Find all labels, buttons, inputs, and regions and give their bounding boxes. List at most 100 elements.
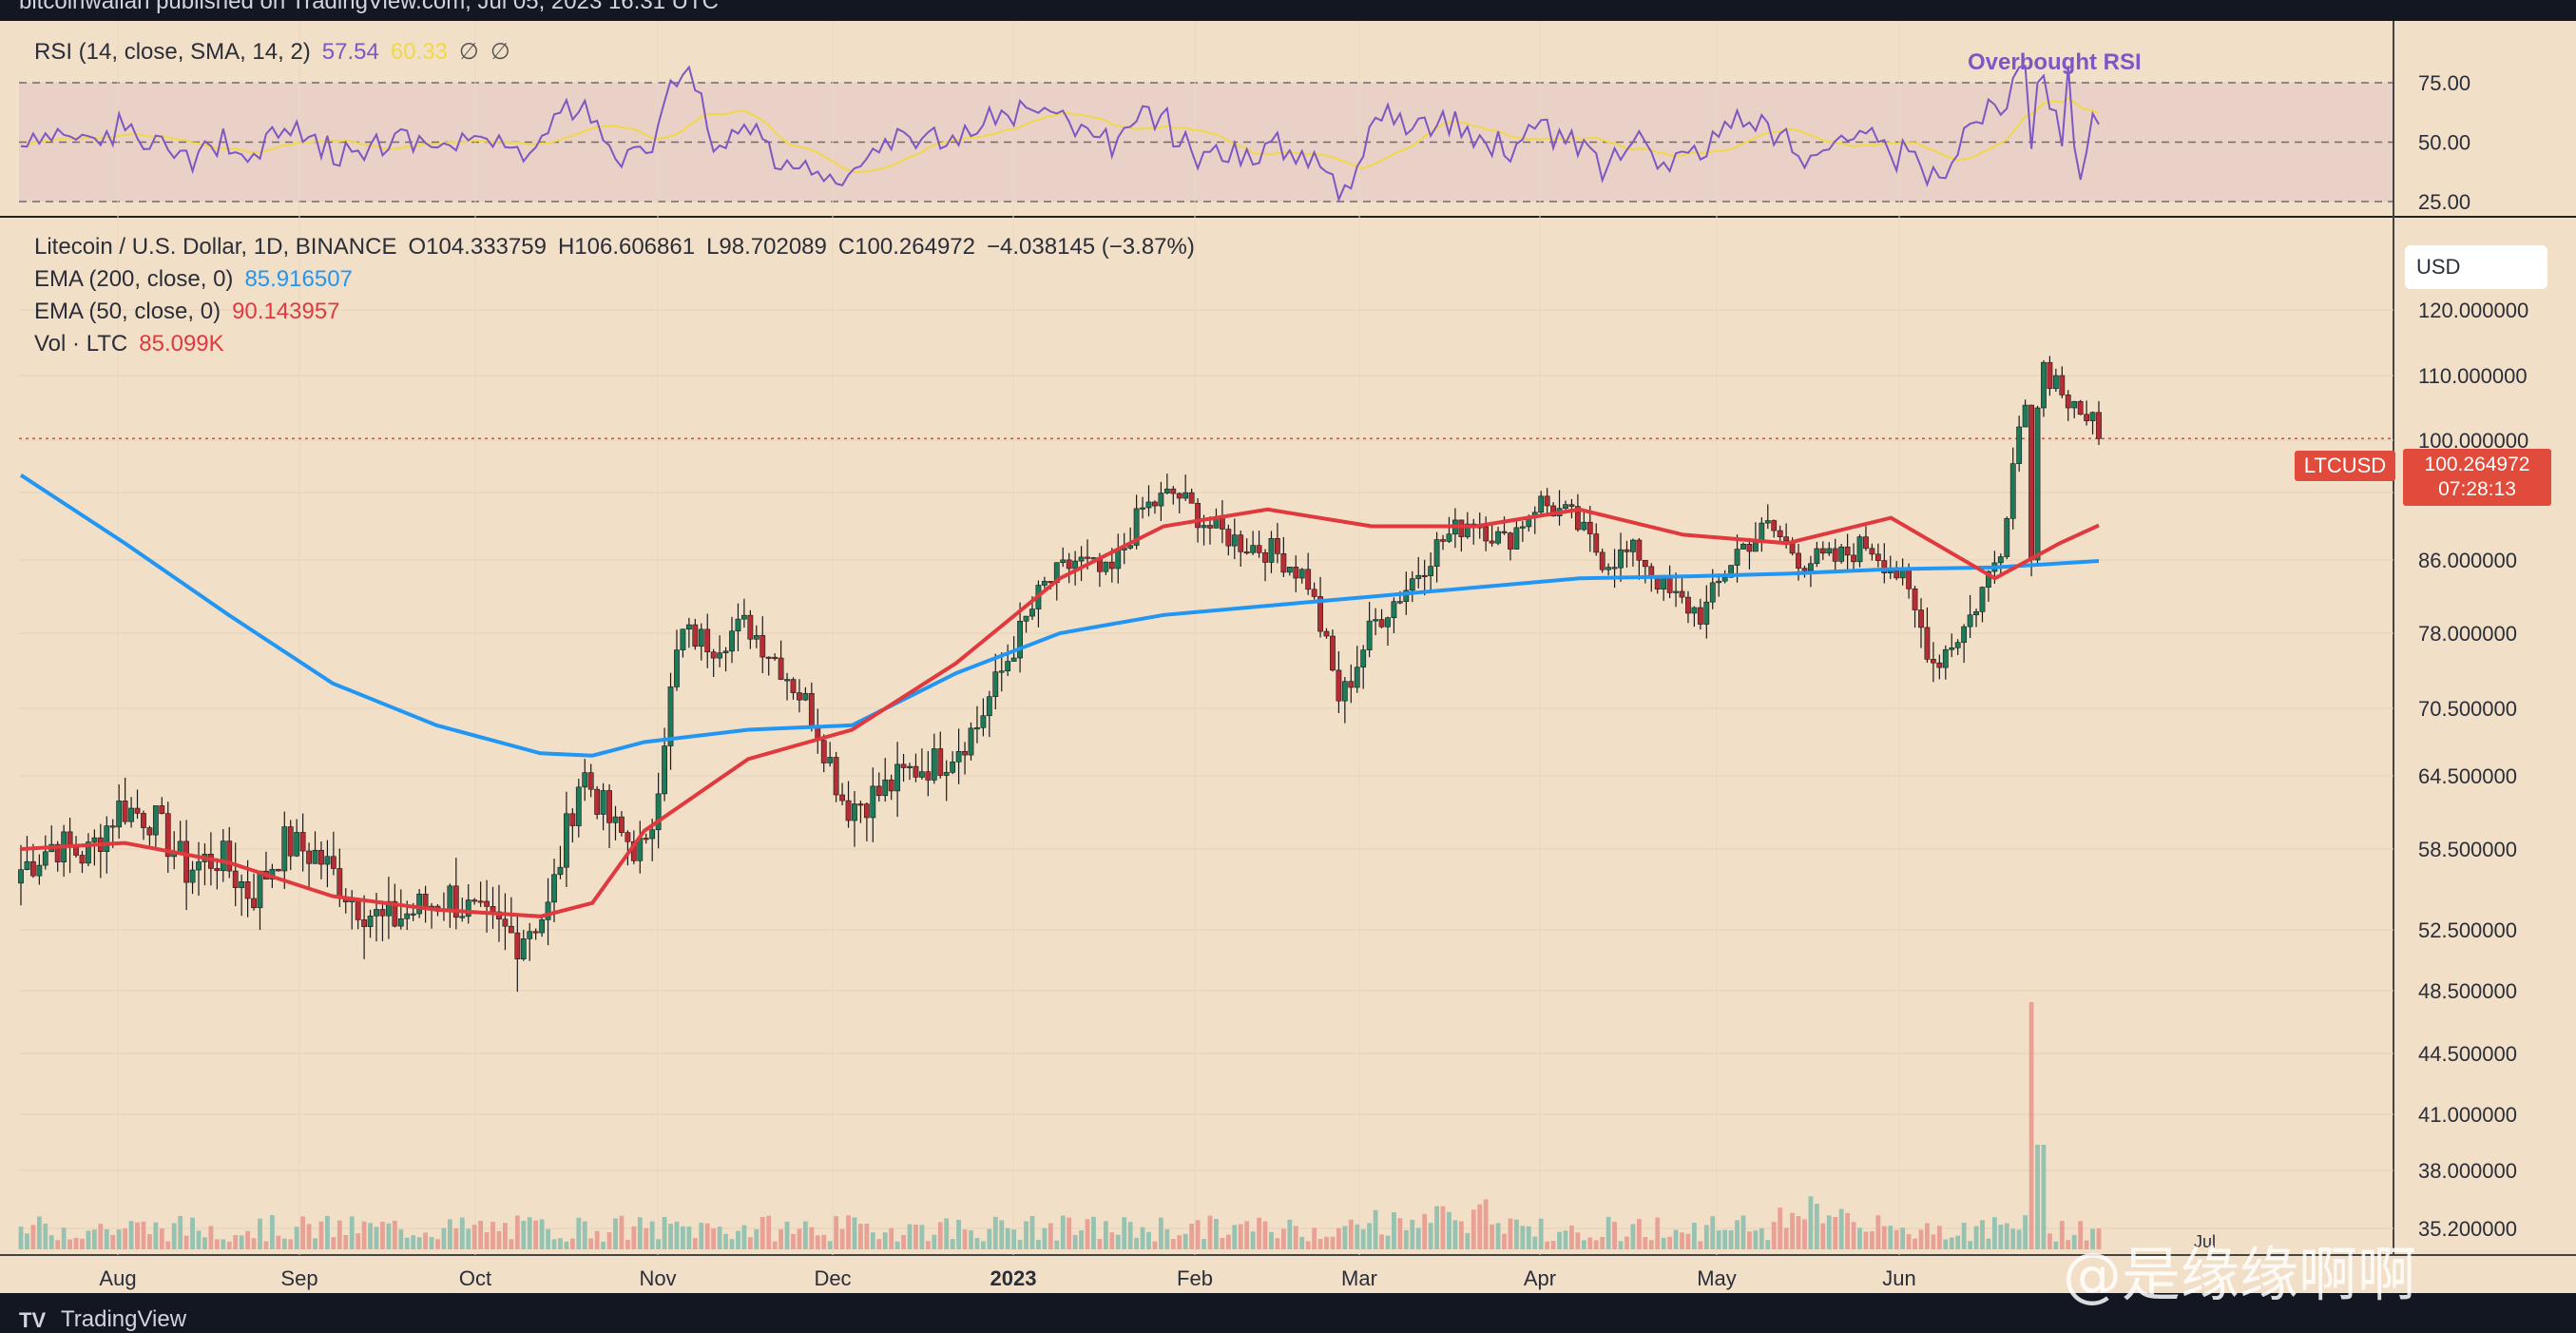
candle-body (1163, 488, 1170, 493)
volume-bar (723, 1233, 728, 1249)
rsi-label: RSI (14, close, SMA, 14, 2) (34, 39, 311, 65)
volume-bar (1783, 1227, 1789, 1249)
volume-bar (221, 1239, 226, 1249)
candle-body (257, 870, 263, 909)
volume-bar (269, 1215, 275, 1249)
volume-bar (1373, 1209, 1378, 1249)
volume-bar (1280, 1228, 1286, 1249)
candle-body (539, 919, 546, 934)
candle-body (852, 803, 857, 821)
candle-body (619, 816, 625, 833)
volume-bar (1630, 1224, 1636, 1249)
volume-bar (43, 1223, 48, 1249)
volume-bar (159, 1228, 164, 1249)
candle-body (42, 851, 48, 866)
candle-body (907, 765, 913, 768)
volume-bar (1931, 1234, 1936, 1249)
chart-svg[interactable]: 75.00 50.00 25.00 120.000000 110.000000 100.0… (0, 21, 2576, 1293)
volume-bar (1054, 1240, 1060, 1249)
volume-bar (86, 1230, 91, 1249)
candle-body (318, 849, 324, 865)
candle-body (281, 826, 288, 872)
candle-body (183, 840, 190, 883)
volume-bar (1428, 1223, 1433, 1249)
candle-body (1195, 502, 1201, 529)
time-tick-label: Apr (1524, 1266, 1556, 1290)
volume-bar (809, 1227, 815, 1249)
candle-body (1574, 506, 1581, 531)
candle-body (545, 901, 551, 920)
candle-body (471, 899, 478, 902)
candle-body (802, 692, 809, 701)
volume-bar (1109, 1232, 1115, 1249)
candle-body (1145, 501, 1152, 509)
candle-body (416, 893, 423, 915)
volume-bar (1838, 1208, 1844, 1249)
candle-body (1041, 581, 1048, 586)
candle-body (1170, 488, 1177, 494)
candle-body (177, 840, 183, 854)
volume-bar (1906, 1234, 1912, 1249)
candle-body (717, 652, 723, 659)
ema50-legend: EMA (50, close, 0) 90.143957 (34, 299, 352, 325)
volume-bar (80, 1238, 85, 1249)
time-tick-label: Feb (1177, 1266, 1213, 1290)
candle-body (820, 740, 827, 763)
candle-body (128, 807, 134, 822)
volume-bar (1526, 1226, 1531, 1249)
candle-body (502, 918, 509, 927)
candle-body (1250, 545, 1257, 553)
candle-body (575, 786, 582, 826)
volume-bar (1845, 1212, 1851, 1249)
candle-body (146, 827, 153, 836)
volume-bar (1238, 1224, 1243, 1249)
candle-body (1979, 587, 1986, 612)
candle-body (1685, 596, 1691, 614)
candle-body (330, 856, 336, 869)
volume-bar (1201, 1239, 1206, 1249)
volume-bar (681, 1226, 685, 1249)
candle-body (1734, 549, 1740, 566)
candle-body (287, 826, 294, 857)
candle-body (986, 696, 992, 717)
overbought-rsi-annotation: Overbought RSI (1968, 49, 2142, 75)
volume-bar (435, 1239, 440, 1249)
candle-body (1508, 532, 1513, 550)
candle-body (2009, 463, 2016, 519)
ema200-legend: EMA (200, close, 0) 85.916507 (34, 266, 364, 293)
price-tick-label: 38.000000 (2418, 1159, 2517, 1183)
volume-bar (1275, 1238, 1280, 1249)
candle-body (244, 880, 251, 899)
volume-bar (894, 1241, 900, 1249)
candle-body (18, 869, 24, 884)
volume-bar (276, 1235, 281, 1249)
candle-body (514, 932, 521, 959)
volume-bar (606, 1232, 612, 1249)
candle-body (674, 649, 680, 687)
volume-bar (1900, 1227, 1906, 1249)
volume-bar (1778, 1207, 1783, 1249)
chart-frame[interactable]: 75.00 50.00 25.00 120.000000 110.000000 100.0… (0, 21, 2576, 1293)
candle-body (1268, 537, 1275, 563)
volume-bar (644, 1227, 649, 1249)
candle-body (1912, 588, 1918, 610)
candle-body (214, 868, 221, 872)
candle-body (900, 763, 907, 768)
candle-body (189, 869, 196, 883)
currency-selector[interactable]: USD (2405, 245, 2547, 289)
volume-bar (1790, 1212, 1795, 1249)
candle-body (379, 909, 386, 917)
volume-bar (1452, 1220, 1458, 1249)
ohlc-open: O104.333759 (408, 234, 547, 260)
candle-body (833, 757, 839, 796)
candle-body (937, 748, 944, 776)
watermark: @是缘缘啊啊 (2063, 1240, 2417, 1309)
candle-body (1348, 681, 1355, 688)
volume-bar (1312, 1227, 1317, 1249)
candle-body (1396, 601, 1403, 604)
time-tick-label: Sep (280, 1266, 317, 1290)
candle-body (1874, 553, 1881, 561)
volume-bar (202, 1237, 207, 1249)
volume-bar (1011, 1229, 1017, 1249)
candle-body (1262, 551, 1268, 563)
